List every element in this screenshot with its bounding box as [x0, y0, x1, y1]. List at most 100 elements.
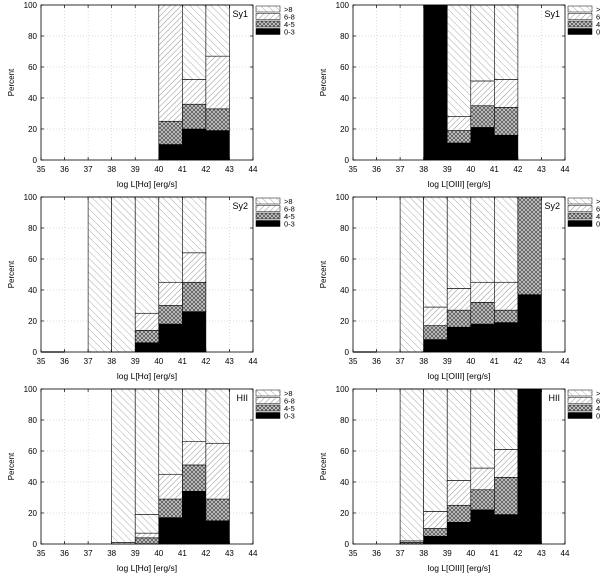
legend-swatch: [567, 404, 593, 412]
legend-label: 4-5: [596, 212, 600, 221]
y-tick-label: 0: [33, 348, 38, 357]
x-tick-label: 42: [201, 165, 210, 174]
legend-swatch: [567, 412, 593, 419]
panel-label: Sy1: [544, 9, 560, 19]
x-tick-label: 43: [537, 549, 546, 558]
legend-label: 6-8: [284, 13, 295, 22]
panel-label: HII: [548, 393, 560, 403]
bar-segment: [158, 473, 183, 500]
bar-segment: [470, 4, 495, 82]
bar-segment: [182, 388, 207, 443]
bar-segment: [182, 464, 207, 492]
x-tick-label: 38: [107, 165, 116, 174]
y-tick-label: 20: [340, 317, 349, 326]
x-tick-label: 36: [372, 165, 381, 174]
x-tick-label: 36: [372, 549, 381, 558]
legend-swatch: [567, 205, 593, 212]
y-axis-label: Percent: [319, 452, 328, 480]
bar-segment: [182, 196, 207, 254]
x-tick-label: 36: [60, 165, 69, 174]
x-tick-label: 38: [107, 357, 116, 366]
legend-swatch: [567, 28, 593, 35]
bar-segment: [423, 4, 448, 161]
bar-segment: [470, 80, 495, 107]
x-tick-label: 40: [466, 165, 475, 174]
x-axis-label: log L[Hα] [erg/s]: [117, 179, 177, 189]
x-tick-label: 35: [37, 165, 46, 174]
bar-segment: [446, 504, 472, 523]
y-tick-label: 40: [340, 286, 349, 295]
legend-swatch: [567, 397, 593, 404]
bar-segment: [158, 196, 183, 283]
x-tick-label: 41: [178, 357, 187, 366]
bar-segment: [158, 498, 183, 518]
x-tick-label: 43: [225, 165, 234, 174]
x-tick-label: 37: [396, 165, 405, 174]
bar-segment: [158, 388, 183, 475]
bar-segment: [494, 134, 519, 161]
y-tick-label: 60: [340, 447, 349, 456]
x-tick-label: 39: [131, 357, 140, 366]
chart-panel-1: 35 36 37 38 39 40 41 42 43 44 0 20 40 60 80 100 log L[Hα…: [7, 1, 295, 189]
y-tick-label: 60: [340, 255, 349, 264]
x-tick-label: 41: [178, 549, 187, 558]
legend-swatch: [567, 220, 593, 227]
bar-segment: [446, 521, 472, 545]
x-tick-label: 44: [561, 549, 570, 558]
y-tick-label: 100: [336, 193, 350, 202]
legend-label: 0-3: [596, 28, 600, 37]
y-tick-label: 20: [28, 509, 37, 518]
legend-swatch: [567, 197, 593, 205]
y-tick-label: 0: [33, 540, 38, 549]
x-tick-label: 38: [419, 357, 428, 366]
legend-label: 6-8: [596, 397, 600, 406]
bar-segment: [158, 323, 183, 353]
bar-segment: [446, 480, 472, 506]
y-tick-label: 0: [33, 156, 38, 165]
bar-segment: [494, 477, 519, 515]
legend-label: >8: [596, 5, 600, 14]
panel-label: HII: [236, 393, 248, 403]
bar-segment: [158, 305, 183, 325]
legend-label: 0-3: [284, 28, 295, 37]
plot-frame: [352, 4, 566, 161]
x-tick-label: 40: [466, 549, 475, 558]
bar-segment: [158, 281, 183, 306]
legend-label: >8: [284, 389, 293, 398]
plot-frame: [40, 196, 254, 353]
x-tick-label: 44: [249, 549, 258, 558]
x-tick-label: 44: [561, 165, 570, 174]
legend-swatch: [255, 412, 281, 419]
x-tick-label: 35: [37, 357, 46, 366]
y-tick-label: 80: [340, 416, 349, 425]
x-axis-label: log L[OIII] [erg/s]: [428, 179, 491, 189]
bar-segment: [182, 103, 207, 130]
bar-segment: [423, 511, 448, 529]
bar-segment: [470, 302, 495, 325]
y-tick-label: 20: [28, 317, 37, 326]
y-tick-label: 0: [345, 156, 350, 165]
bar-segment: [446, 116, 472, 131]
x-tick-label: 38: [419, 165, 428, 174]
y-tick-label: 80: [340, 224, 349, 233]
x-tick-label: 41: [490, 165, 499, 174]
bar-segment: [134, 537, 160, 545]
bar-segment: [517, 388, 542, 545]
bar-segment: [205, 520, 230, 545]
bar-segment: [423, 306, 448, 326]
plot-frame: [352, 196, 566, 353]
y-tick-label: 80: [28, 416, 37, 425]
x-tick-label: 44: [249, 165, 258, 174]
legend-swatch: [567, 5, 593, 13]
x-tick-label: 40: [154, 165, 163, 174]
x-tick-label: 42: [513, 549, 522, 558]
y-tick-label: 60: [28, 447, 37, 456]
bar-segment: [470, 127, 495, 161]
x-tick-label: 36: [372, 357, 381, 366]
legend-label: 6-8: [284, 397, 295, 406]
y-axis-label: Percent: [7, 452, 16, 480]
bar-segment: [134, 196, 160, 314]
x-tick-label: 41: [490, 549, 499, 558]
legend-label: 6-8: [596, 13, 600, 22]
y-tick-label: 80: [340, 32, 349, 41]
